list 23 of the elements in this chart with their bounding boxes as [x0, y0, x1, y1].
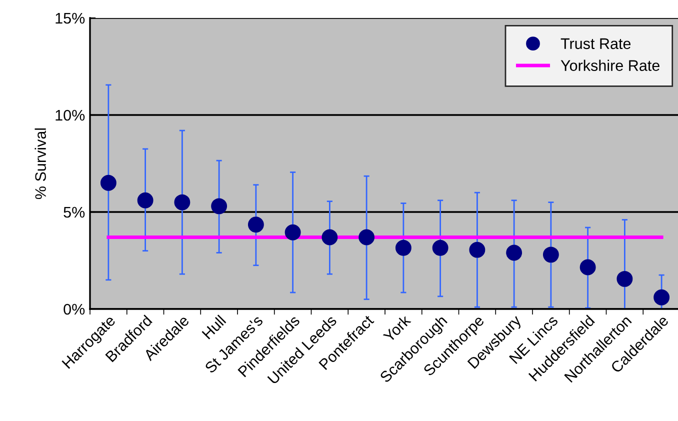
point [395, 240, 412, 256]
y-tick-label: 10% [56, 110, 85, 121]
point [100, 174, 116, 191]
point [137, 192, 154, 208]
point [542, 246, 559, 263]
point [322, 229, 338, 246]
point [469, 242, 486, 258]
point [284, 224, 301, 240]
point [654, 289, 670, 306]
y-tick-label: 15% [56, 12, 85, 24]
y-tick-label: 5% [64, 206, 85, 218]
point [616, 270, 633, 287]
legend-label: Yorkshire Rate [560, 60, 660, 71]
point [432, 240, 448, 256]
y-tick-label: 0% [64, 304, 85, 315]
point [174, 194, 190, 210]
point [211, 198, 228, 214]
legend-label: Trust Rate [560, 38, 631, 50]
point [580, 259, 596, 276]
point [248, 216, 264, 233]
y-axis-title: % Survival [34, 128, 46, 200]
point [506, 244, 522, 261]
point [358, 229, 375, 246]
